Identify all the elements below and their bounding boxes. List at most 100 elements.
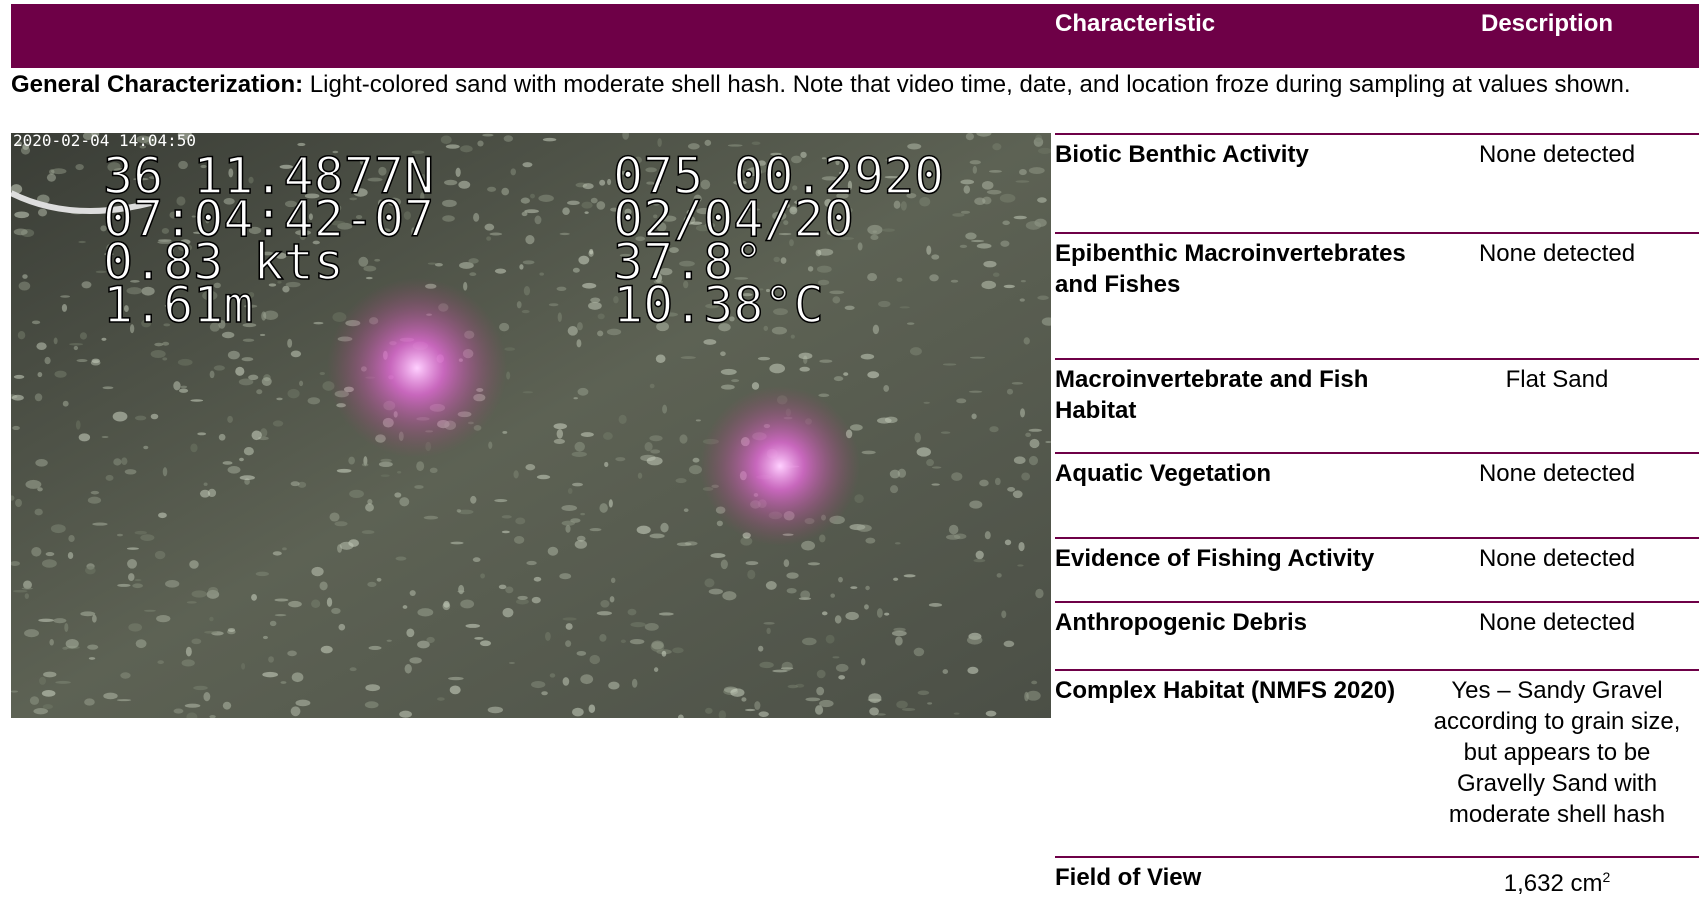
speck	[458, 181, 470, 189]
speck	[530, 194, 535, 199]
speck	[645, 442, 653, 451]
speck	[288, 389, 300, 399]
speck	[441, 135, 452, 144]
superscript: 2	[1602, 869, 1610, 885]
laser-glow	[327, 278, 507, 458]
speck	[589, 249, 593, 255]
speck	[575, 442, 585, 452]
speck	[632, 679, 637, 688]
speck	[377, 578, 382, 582]
speck	[414, 485, 423, 489]
speck	[144, 610, 156, 612]
speck	[113, 412, 128, 422]
speck	[572, 452, 587, 457]
description: Yes – Sandy Gravel according to grain si…	[1417, 675, 1697, 830]
speck	[568, 488, 573, 494]
speck	[969, 391, 982, 393]
speck	[721, 384, 735, 389]
speck	[241, 663, 245, 670]
characteristic: Evidence of Fishing Activity	[1055, 543, 1415, 574]
characteristic: Anthropogenic Debris	[1055, 607, 1415, 638]
speck	[511, 168, 516, 175]
speck	[297, 143, 305, 146]
speck	[363, 266, 376, 272]
speck	[243, 339, 255, 342]
speck	[260, 334, 265, 336]
speck	[502, 515, 512, 518]
speck	[468, 258, 478, 263]
speck	[869, 707, 879, 715]
speck	[117, 699, 131, 701]
speck	[758, 357, 770, 360]
speck	[515, 517, 525, 524]
speck	[448, 677, 464, 680]
speck	[834, 376, 843, 381]
speck	[469, 272, 476, 276]
speck	[24, 629, 39, 637]
speck	[549, 303, 559, 306]
description: None detected	[1417, 238, 1697, 269]
speck	[784, 559, 790, 567]
speck	[951, 472, 962, 481]
speck	[1035, 589, 1043, 599]
speck	[662, 651, 667, 657]
speck	[135, 531, 147, 535]
speck	[311, 567, 323, 576]
speck	[43, 672, 56, 678]
speck	[672, 647, 684, 653]
speck	[985, 531, 991, 539]
speck	[495, 268, 506, 273]
description: None detected	[1417, 607, 1697, 638]
speck	[862, 451, 876, 455]
speck	[76, 420, 81, 429]
speck	[965, 233, 976, 240]
speck	[805, 697, 820, 701]
speck	[836, 664, 849, 672]
speck	[1000, 240, 1009, 246]
speck	[931, 483, 940, 485]
speck	[897, 278, 903, 282]
speck	[992, 143, 1001, 150]
speck	[79, 433, 90, 441]
speck	[311, 599, 320, 608]
speck	[223, 702, 231, 710]
speck	[893, 578, 898, 581]
speck	[46, 552, 55, 556]
speck	[362, 463, 368, 466]
speck	[647, 457, 663, 466]
speck	[522, 162, 532, 167]
speck	[365, 684, 380, 691]
speck	[537, 475, 550, 479]
speck	[410, 590, 416, 596]
speck	[619, 415, 627, 424]
speck	[693, 458, 700, 463]
speck	[1021, 472, 1030, 480]
speck	[599, 180, 605, 186]
speck	[127, 547, 139, 549]
speck	[575, 540, 587, 549]
speck	[763, 622, 774, 625]
speck	[615, 457, 625, 461]
speck	[463, 282, 467, 291]
speck	[426, 637, 434, 643]
speck	[892, 631, 907, 637]
speck	[773, 257, 779, 262]
speck	[503, 608, 514, 617]
speck	[607, 179, 611, 185]
speck	[890, 485, 898, 493]
speck	[287, 650, 297, 656]
speck	[787, 588, 797, 594]
speck	[291, 350, 301, 357]
speck	[566, 623, 573, 630]
speck	[1019, 169, 1027, 175]
speck	[526, 561, 536, 565]
speck	[446, 144, 460, 148]
speck	[799, 367, 809, 372]
speck	[66, 639, 79, 648]
speck	[539, 273, 544, 276]
speck	[488, 707, 503, 714]
speck	[396, 557, 407, 561]
speck	[409, 657, 421, 663]
speck	[966, 133, 974, 140]
speck	[15, 499, 22, 507]
